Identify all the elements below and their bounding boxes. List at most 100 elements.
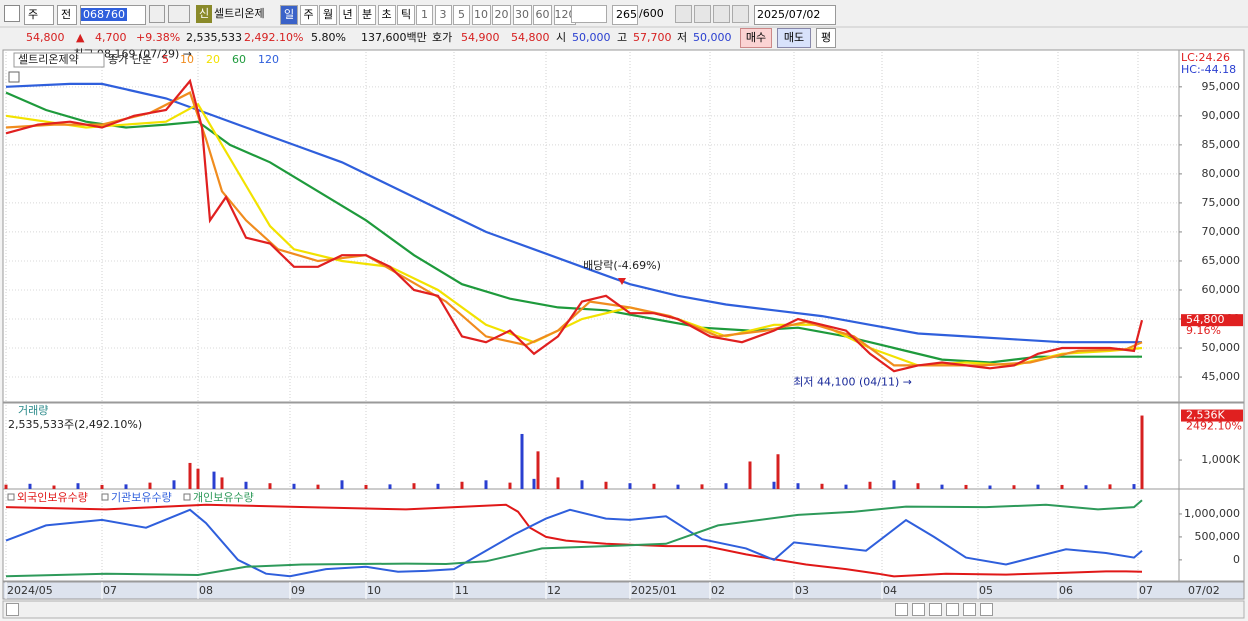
volume-bar [188, 462, 192, 489]
volume-bar [212, 471, 216, 489]
interval-button[interactable]: 1 [416, 5, 433, 25]
legend-swatch [101, 493, 109, 501]
next-button[interactable] [946, 603, 959, 616]
volume-bar [436, 483, 440, 489]
new-badge[interactable]: 신 [196, 5, 212, 23]
info-open: 50,000 [572, 31, 611, 44]
volume-bar [244, 481, 248, 489]
volume-bar [76, 483, 80, 489]
volume-bar [316, 484, 320, 489]
info-quote-label: 호가 [432, 31, 453, 44]
market-select[interactable]: 주 [24, 5, 54, 25]
volume-bar [220, 477, 224, 489]
info-bid: 54,800 [511, 31, 550, 44]
volume-bar [748, 461, 752, 489]
volume-bar [580, 480, 584, 489]
settings-button[interactable] [732, 5, 749, 23]
chart-type-button[interactable] [675, 5, 692, 23]
save-button[interactable] [713, 5, 730, 23]
bar-count[interactable]: 265 [612, 5, 638, 25]
code-input[interactable]: 068760 [80, 5, 146, 25]
interval-button[interactable]: 10 [471, 5, 491, 25]
legend-entry: 기관보유수량 [111, 491, 172, 504]
volume-bar [604, 481, 608, 489]
prev-button[interactable] [912, 603, 925, 616]
x-tick-label: 09 [291, 584, 305, 597]
volume-bar [916, 483, 920, 489]
y-tick-label: 70,000 [1202, 225, 1241, 238]
first-button[interactable] [895, 603, 908, 616]
volume-bar [1108, 484, 1112, 489]
volume-bar [892, 480, 896, 489]
volume-bar [4, 484, 8, 489]
legend-entry: 5 [162, 53, 169, 66]
avg-button[interactable]: 평 [816, 28, 836, 48]
info-high: 57,700 [633, 31, 672, 44]
scroll-left-button[interactable] [6, 603, 19, 616]
compare-select[interactable]: 전 [57, 5, 77, 25]
volume-bar [148, 482, 152, 489]
period-button[interactable]: 년 [338, 5, 357, 25]
interval-button[interactable]: 3 [434, 5, 452, 25]
volume-bar [100, 484, 104, 489]
buy-button[interactable]: 매수 [740, 28, 772, 48]
volume-bar [1060, 484, 1064, 489]
zoom-in-button[interactable] [980, 603, 993, 616]
interval-button[interactable]: 5 [453, 5, 470, 25]
info-volume-pct: 2,492.10% [244, 31, 304, 44]
period-button[interactable]: 일 [280, 5, 298, 25]
period-button[interactable]: 틱 [397, 5, 415, 25]
volume-bar [28, 483, 32, 489]
x-tick-label: 2024/05 [7, 584, 53, 597]
x-tick-label: 04 [883, 584, 897, 597]
interval-button[interactable]: 20 [492, 5, 511, 25]
volume-bar [556, 477, 560, 489]
interval-dropdown[interactable] [571, 5, 607, 23]
info-ask: 54,900 [461, 31, 500, 44]
period-button[interactable]: 월 [319, 5, 337, 25]
period-button[interactable]: 초 [377, 5, 396, 25]
period-button[interactable]: 분 [358, 5, 376, 25]
period-button[interactable]: 주 [299, 5, 318, 25]
legend-swatch [183, 493, 191, 501]
date-input[interactable]: 2025/07/02 [754, 5, 836, 25]
volume-bar [1084, 485, 1088, 489]
stock-name: 셀트리온제 [214, 7, 265, 20]
info-high-label: 고 [617, 31, 628, 44]
stop-button[interactable] [929, 603, 942, 616]
menu-icon[interactable] [4, 5, 20, 22]
search-button[interactable] [149, 5, 165, 23]
info-arrow: ▲ [76, 31, 85, 44]
y-tick-label: 75,000 [1202, 196, 1241, 209]
panel [2, 488, 1245, 582]
volume-bar [676, 484, 680, 489]
sell-button[interactable]: 매도 [777, 28, 811, 48]
info-change: 4,700 [95, 31, 127, 44]
series-line [5, 78, 1144, 373]
interval-button[interactable]: 120 [553, 5, 576, 25]
x-tick-label: 08 [199, 584, 213, 597]
lc-label: LC:24.26 [1181, 51, 1230, 64]
current-pct-label: 9.16% [1186, 324, 1221, 337]
volume-bar [776, 454, 780, 489]
zoom-out-button[interactable] [963, 603, 976, 616]
compare-tool-button[interactable] [694, 5, 711, 23]
legend-title-box [13, 52, 105, 68]
volume-bar [940, 484, 944, 489]
y-tick-label: 85,000 [1202, 138, 1241, 151]
interval-button[interactable]: 30 [512, 5, 532, 25]
interval-button[interactable]: 60 [533, 5, 552, 25]
legend-title: 셀트리온제약 [18, 52, 79, 66]
current-pct-label: 2492.10% [1186, 420, 1242, 433]
volume-bar [196, 468, 200, 489]
volume-bar [388, 484, 392, 489]
legend-entry: 10 [180, 53, 194, 66]
volume-bar [820, 483, 824, 489]
sound-button[interactable] [168, 5, 190, 23]
volume-bar [1012, 485, 1016, 489]
volume-bar [520, 433, 524, 489]
volume-bar [268, 483, 272, 489]
y-tick-label: 50,000 [1202, 341, 1241, 354]
chart-icon [8, 71, 20, 83]
